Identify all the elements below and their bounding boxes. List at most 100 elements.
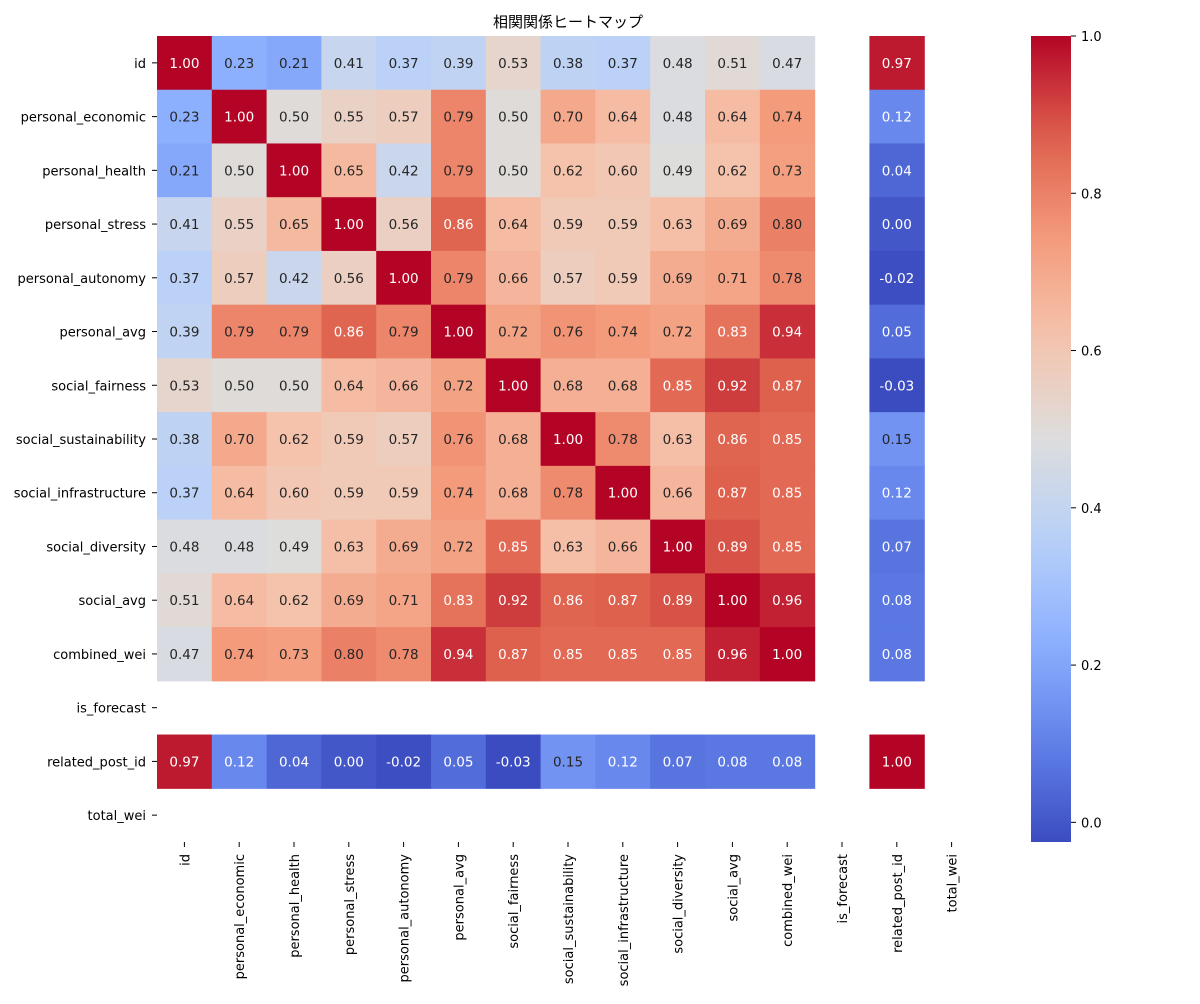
heatmap-cell [485,250,542,306]
heatmap-cell [211,250,268,306]
heatmap-cell [595,573,651,628]
cell-annotation: 0.12 [882,486,912,502]
cell-annotation: 0.08 [882,647,912,663]
heatmap-cell [157,465,213,521]
heatmap-cell [869,412,925,467]
heatmap-cell [650,89,706,145]
cell-annotation: 0.59 [334,432,364,448]
cell-annotation: 0.48 [663,56,693,72]
heatmap-cell [266,573,322,628]
cell-annotation: 1.00 [608,486,638,502]
cell-annotation: 0.78 [608,432,638,448]
heatmap-cell [705,358,761,413]
heatmap-cell [321,36,377,91]
heatmap-cell [705,250,761,306]
heatmap-cell [485,573,542,628]
y-tick-label: personal_stress [45,218,146,233]
heatmap-cell [650,197,706,252]
x-tick-label: personal_economic [233,854,248,979]
cell-annotation: 0.63 [334,539,364,555]
heatmap-cell [759,250,816,306]
heatmap-cell [157,412,213,467]
heatmap-cell [485,519,542,574]
heatmap-cell [650,36,706,91]
cell-annotation: 1.00 [663,539,693,555]
cell-annotation: 0.07 [663,754,693,770]
cell-annotation: 0.55 [224,217,254,233]
heatmap-cell [211,734,268,789]
cell-annotation: 0.48 [224,539,254,555]
cell-annotations: 1.00 0.23 0.21 0.41 0.37 0.39 0.53 0.38 0.37 0.48… [169,56,914,771]
heatmap-cell [431,573,487,628]
cell-annotation: 0.79 [443,110,473,126]
heatmap-cell [266,89,322,145]
cell-annotation: 1.00 [443,325,473,341]
heatmap-cell [650,358,706,413]
heatmap-cell [595,36,651,91]
cell-annotation: 0.89 [663,593,693,609]
y-tick-label: is_forecast [77,702,146,717]
cell-annotation: 0.65 [279,217,309,233]
heatmap-cell [485,465,542,521]
chart-title: 相関関係ヒートマップ [493,13,643,31]
heatmap-cell [869,304,925,359]
heatmap-cell [211,36,268,91]
cell-annotation: 0.83 [717,325,747,341]
cell-annotation: 0.74 [608,325,638,341]
heatmap-cell [869,143,925,198]
cell-annotation: 0.60 [279,486,309,502]
cell-annotation: 0.63 [663,432,693,448]
heatmap-cell [540,197,596,252]
cell-annotation: 0.49 [279,539,309,555]
heatmap-cell [759,465,816,521]
y-tick-label: id [134,57,146,72]
y-tick-label: social_sustainability [16,433,146,448]
heatmap-cell [431,250,487,306]
cell-annotation: 0.63 [663,217,693,233]
cell-annotation: 0.94 [772,325,802,341]
heatmap-cell [485,304,542,359]
cell-annotation: 0.79 [389,325,419,341]
y-tick-label: social_fairness [51,379,146,394]
heatmap-cell [595,519,651,574]
heatmap-cell [869,358,925,413]
cell-annotation: 0.85 [608,647,638,663]
cell-annotation: 0.78 [553,486,583,502]
heatmap-cell [266,358,322,413]
cell-annotation: 0.92 [717,378,747,394]
heatmap-cell [705,465,761,521]
cell-annotation: 0.00 [334,754,364,770]
cell-annotation: 0.39 [169,325,199,341]
heatmap-cell [321,89,377,145]
cell-annotation: 0.69 [334,593,364,609]
heatmap-cell [211,573,268,628]
cell-annotation: 0.66 [498,271,528,287]
x-tick-label: social_sustainability [562,854,577,984]
heatmap-cell [157,734,213,789]
heatmap-cell [595,143,651,198]
cell-annotation: 0.38 [169,432,199,448]
cell-annotation: 0.64 [717,110,747,126]
cell-annotation: 0.62 [553,163,583,179]
cell-annotation: 1.00 [279,163,309,179]
heatmap-cell [157,304,213,359]
cell-annotation: 1.00 [169,56,199,72]
heatmap-cell [431,304,487,359]
cell-annotation: 0.48 [663,110,693,126]
cell-annotation: -0.03 [879,378,914,394]
heatmap-cell [211,143,268,198]
heatmap-cell [540,573,596,628]
colorbar-tick-label: 0.8 [1081,187,1102,202]
cell-annotation: 0.50 [279,378,309,394]
heatmap-cell [540,627,596,682]
cell-annotation: 0.72 [443,378,473,394]
cell-annotation: 0.70 [224,432,254,448]
cell-annotation: 0.04 [279,754,309,770]
cell-annotation: 0.66 [608,539,638,555]
heatmap-cell [759,627,816,682]
cell-annotation: 0.23 [169,110,199,126]
cell-annotation: 1.00 [553,432,583,448]
x-tick-label: total_wei [946,854,961,912]
cell-annotation: 0.76 [443,432,473,448]
heatmap-cell [540,304,596,359]
